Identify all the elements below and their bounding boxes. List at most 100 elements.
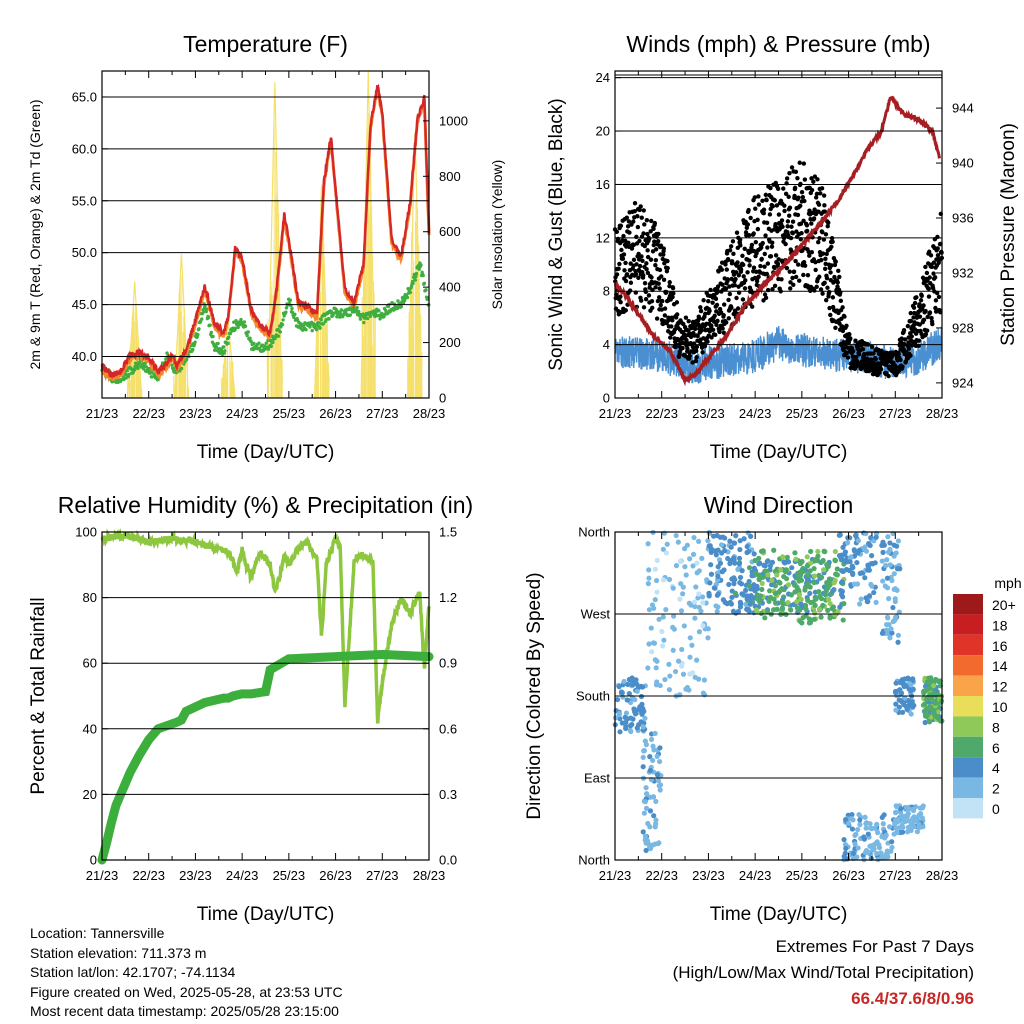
dewpoint-point — [314, 328, 319, 332]
gust-point — [638, 204, 643, 209]
direction-point — [879, 854, 885, 860]
gust-point — [785, 219, 791, 224]
direction-point — [843, 559, 849, 565]
direction-point — [804, 563, 810, 569]
direction-point — [888, 848, 894, 854]
gust-point — [628, 280, 634, 285]
dewpoint-point — [209, 330, 214, 335]
direction-point — [871, 842, 877, 848]
gust-point — [710, 300, 715, 305]
gust-point — [659, 307, 664, 312]
gust-point — [833, 325, 838, 331]
gust-point — [825, 224, 830, 229]
gust-point — [779, 277, 784, 282]
gust-point — [743, 278, 748, 283]
direction-point — [874, 839, 880, 845]
direction-point — [868, 825, 874, 831]
gust-point — [839, 316, 844, 322]
gust-point — [824, 275, 830, 281]
direction-point — [772, 590, 779, 597]
temperature-ytick-label: 50.0 — [72, 245, 97, 260]
direction-point — [870, 847, 876, 853]
gust-point — [721, 312, 726, 318]
direction-point — [756, 555, 762, 561]
gust-point — [623, 308, 628, 313]
direction-point — [653, 817, 659, 823]
direction-point — [921, 690, 927, 696]
extremes-values: 66.4/37.6/8/0.96 — [851, 989, 974, 1008]
gust-point — [693, 358, 699, 364]
direction-point — [700, 600, 706, 606]
gust-point — [790, 219, 796, 224]
direction-point — [737, 574, 744, 581]
gust-point — [741, 262, 746, 268]
dewpoint-point — [125, 369, 129, 373]
gust-point — [787, 170, 792, 176]
gust-point — [614, 229, 619, 235]
gust-point — [793, 274, 799, 280]
gust-point — [802, 198, 807, 204]
dewpoint-point — [239, 317, 243, 322]
gust-point — [639, 298, 644, 303]
gust-point — [706, 299, 711, 304]
direction-point — [904, 829, 911, 835]
direction-point — [802, 587, 808, 593]
direction-point — [757, 593, 763, 599]
gust-point — [817, 274, 822, 279]
direction-point — [788, 607, 794, 613]
direction-point — [752, 588, 758, 594]
direction-point — [655, 778, 662, 784]
direction-point — [626, 691, 632, 697]
direction-point — [653, 665, 659, 671]
gust-point — [639, 254, 644, 259]
gust-point — [798, 203, 803, 209]
dewpoint-point — [233, 326, 238, 331]
gust-point — [928, 253, 934, 258]
direction-point — [694, 560, 700, 566]
dewpoint-point — [327, 317, 331, 321]
direction-point — [732, 590, 739, 596]
direction-point — [851, 581, 858, 587]
direction-point — [805, 597, 811, 603]
gust-point — [830, 295, 836, 300]
direction-point — [798, 577, 805, 583]
direction-point — [826, 596, 832, 603]
direction-point — [679, 663, 685, 669]
direction-point — [805, 572, 811, 578]
direction-point — [888, 626, 894, 632]
gust-point — [820, 251, 826, 256]
direction-point — [747, 601, 753, 607]
gust-point — [833, 259, 838, 264]
direction-point — [856, 547, 863, 553]
gust-point — [791, 269, 797, 274]
direction-point — [929, 692, 935, 698]
gust-point — [776, 212, 782, 217]
gust-point — [712, 313, 717, 319]
direction-point — [753, 571, 760, 577]
dewpoint-point — [266, 347, 271, 351]
direction-point — [617, 729, 623, 735]
gust-point — [634, 234, 639, 240]
direction-point — [780, 554, 786, 560]
dewpoint-point — [358, 317, 363, 321]
direction-point — [638, 693, 645, 700]
direction-point — [921, 701, 928, 707]
gust-point — [780, 224, 785, 229]
direction-point — [746, 578, 752, 585]
gust-point — [662, 313, 668, 318]
gust-point — [798, 221, 804, 226]
direction-point — [653, 682, 660, 688]
gust-point — [734, 270, 739, 275]
direction-point — [865, 831, 871, 837]
gust-point — [772, 198, 778, 203]
direction-cluster-1 — [640, 730, 664, 854]
direction-point — [708, 571, 715, 577]
legend-swatch-0 — [953, 594, 983, 615]
direction-point — [648, 736, 655, 743]
winddir-xlabel: Time (Day/UTC) — [710, 904, 848, 925]
direction-point — [696, 676, 702, 682]
gust-point — [637, 207, 642, 213]
gust-point — [716, 269, 721, 274]
dewpoint-point — [421, 273, 425, 278]
